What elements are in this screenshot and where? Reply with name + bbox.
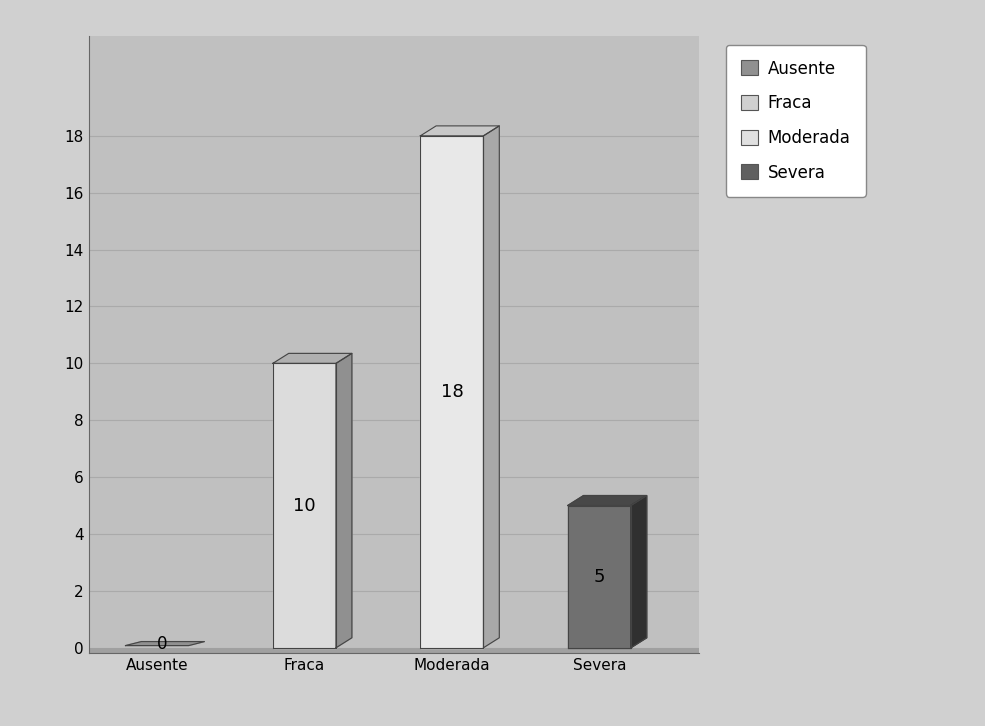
Polygon shape (631, 496, 647, 648)
Text: 0: 0 (157, 635, 167, 653)
Text: 18: 18 (440, 383, 463, 401)
Text: 10: 10 (294, 497, 316, 515)
Polygon shape (484, 126, 499, 648)
Polygon shape (421, 126, 499, 136)
Polygon shape (273, 363, 336, 648)
Polygon shape (421, 136, 484, 648)
Legend: Ausente, Fraca, Moderada, Severa: Ausente, Fraca, Moderada, Severa (726, 44, 866, 197)
Polygon shape (273, 354, 352, 363)
Text: 5: 5 (594, 568, 605, 586)
Bar (89, 648, 699, 658)
Polygon shape (567, 496, 647, 505)
Polygon shape (336, 354, 352, 648)
Polygon shape (125, 642, 205, 645)
Polygon shape (567, 505, 631, 648)
